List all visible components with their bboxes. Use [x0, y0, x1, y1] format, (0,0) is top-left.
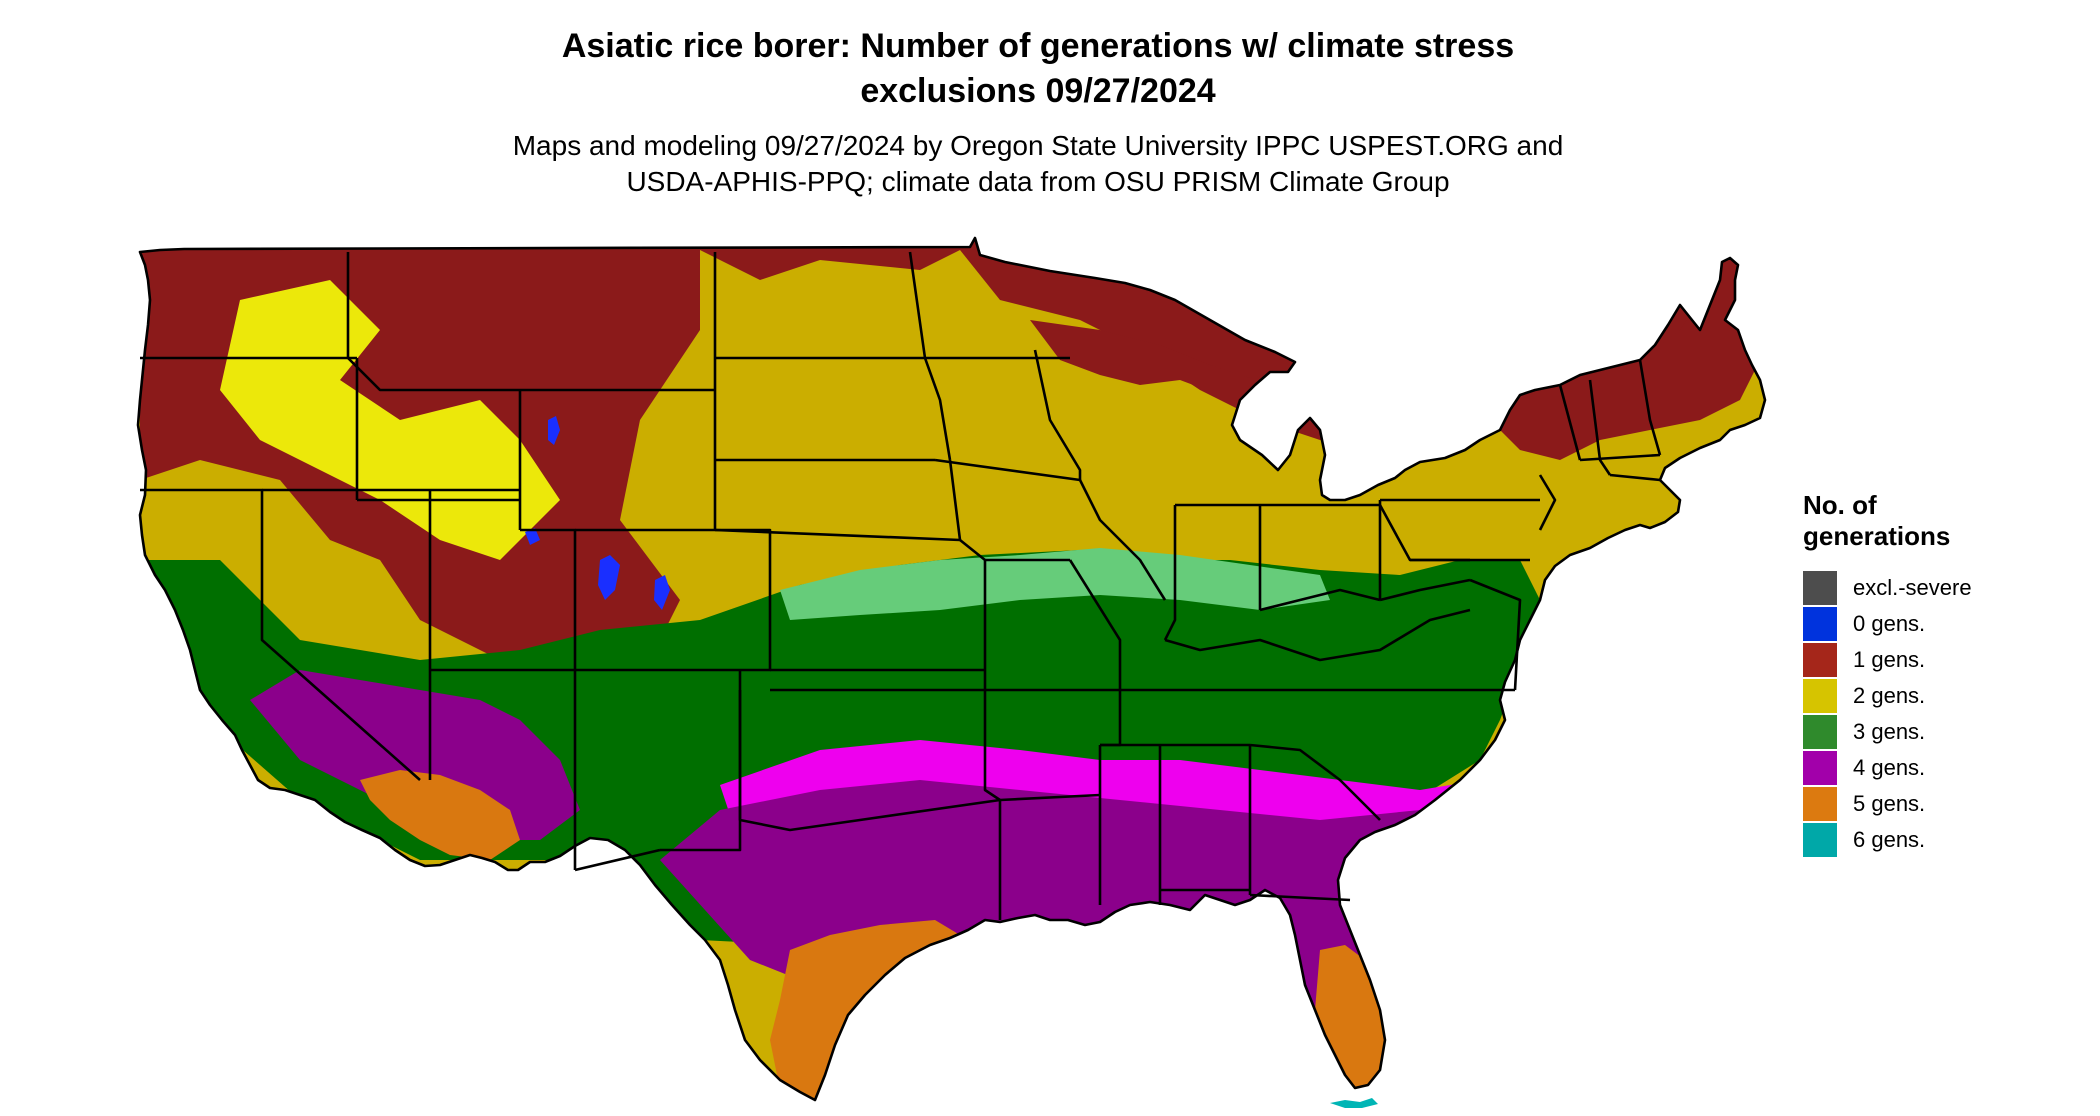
- map-region-blue4: [525, 528, 540, 545]
- legend-item: 2 gens.: [1803, 678, 2083, 714]
- map-subtitle-line-1: Maps and modeling 09/27/2024 by Oregon S…: [512, 130, 1564, 161]
- legend-item: excl.-severe: [1803, 570, 2083, 606]
- legend-title-line-1: No. of: [1803, 490, 1877, 520]
- legend-item: 0 gens.: [1803, 606, 2083, 642]
- legend-title: No. of generations: [1803, 490, 2083, 552]
- map-region-band-gen3-light: [780, 548, 1330, 620]
- map-region-band-gen1-greatlakes: [1030, 320, 1290, 400]
- map-title-line-2: exclusions 09/27/2024: [860, 72, 1216, 110]
- legend-label: 4 gens.: [1853, 755, 1926, 780]
- legend-label: 1 gens.: [1853, 647, 1926, 672]
- legend-label: 5 gens.: [1853, 791, 1926, 816]
- legend-swatch: [1803, 643, 1837, 677]
- legend-swatch: [1803, 787, 1837, 821]
- legend-label: 2 gens.: [1853, 683, 1926, 708]
- legend-swatch: [1803, 715, 1837, 749]
- legend-swatch: [1803, 679, 1837, 713]
- legend-item: 4 gens.: [1803, 750, 2083, 786]
- map-region-band-gen5-texas: [770, 920, 960, 1100]
- map-region-keys: [1330, 1098, 1378, 1108]
- map-region-band-gen5-az: [360, 770, 520, 860]
- map-title-line-1: Asiatic rice borer: Number of generation…: [561, 27, 1515, 65]
- legend-swatch: [1803, 607, 1837, 641]
- legend-item: 1 gens.: [1803, 642, 2083, 678]
- map-region-blue3: [654, 575, 670, 610]
- legend-label: 6 gens.: [1853, 827, 1926, 852]
- map-region-blue2: [598, 555, 620, 600]
- legend-swatch: [1803, 823, 1837, 857]
- legend-item: 6 gens.: [1803, 822, 2083, 858]
- map-subtitle-line-2: USDA-APHIS-PPQ; climate data from OSU PR…: [626, 166, 1450, 197]
- legend-items: excl.-severe 0 gens. 1 gens. 2 gens. 3 gens.…: [1803, 570, 2083, 858]
- legend-swatch: [1803, 751, 1837, 785]
- legend-item: 5 gens.: [1803, 786, 2083, 822]
- legend-item: 3 gens.: [1803, 714, 2083, 750]
- legend-label: excl.-severe: [1853, 575, 1972, 600]
- legend-title-line-2: generations: [1803, 521, 1951, 551]
- legend-swatch: [1803, 571, 1837, 605]
- map-region-band-gen4-west: [250, 670, 580, 840]
- state-borders: [136, 236, 1767, 1102]
- map-region-band-gen1-northeast: [1470, 270, 1760, 460]
- legend: No. of generations excl.-severe 0 gens. 1 …: [1803, 490, 2083, 858]
- legend-label: 3 gens.: [1853, 719, 1926, 744]
- map-region-blue1: [548, 416, 560, 445]
- legend-label: 0 gens.: [1853, 611, 1926, 636]
- map-region-band-gen5-florida: [1315, 945, 1395, 1095]
